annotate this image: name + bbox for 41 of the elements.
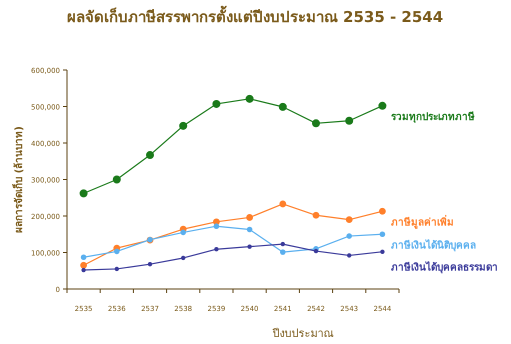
point — [146, 151, 154, 160]
point — [81, 268, 86, 272]
point — [112, 176, 121, 184]
point — [346, 233, 352, 239]
point — [214, 247, 219, 252]
point — [181, 256, 186, 260]
chart-title: ผลจัดเก็บภาษีสรรพากรตั้งแต่ปีงบประมาณ 2535 - 2544 — [66, 5, 444, 26]
point — [280, 242, 285, 246]
point — [347, 253, 352, 258]
point — [380, 250, 385, 254]
point — [380, 231, 386, 238]
point — [246, 94, 254, 103]
point — [378, 102, 386, 110]
point — [346, 216, 353, 224]
point — [312, 212, 320, 219]
point — [278, 102, 287, 111]
point — [114, 248, 120, 254]
point — [246, 214, 253, 221]
x-axis-title: ปีงบประมาณ — [272, 327, 334, 340]
point — [379, 208, 386, 215]
series-label: ภาษีเงินได้บุคคลธรรมดา — [391, 260, 498, 274]
point — [247, 244, 252, 249]
series-label: รวมทุกประเภทภาษี — [391, 110, 475, 123]
point — [212, 100, 220, 108]
y-axis-title: ผลการจัดเก็บ (ล้านบาท) — [11, 126, 25, 233]
point — [214, 223, 220, 230]
point — [148, 262, 152, 266]
series-label: ภาษีมูลค่าเพิ่ม — [391, 214, 454, 230]
point — [80, 262, 87, 269]
point — [80, 189, 88, 198]
point — [180, 230, 186, 236]
point — [114, 266, 119, 272]
point — [80, 254, 86, 260]
point — [314, 248, 318, 254]
point — [280, 249, 286, 255]
point — [345, 116, 354, 125]
point — [179, 122, 188, 130]
point — [246, 226, 252, 232]
point — [279, 200, 286, 208]
series-label: ภาษีเงินได้นิติบุคคล — [391, 238, 476, 252]
point — [312, 119, 320, 128]
